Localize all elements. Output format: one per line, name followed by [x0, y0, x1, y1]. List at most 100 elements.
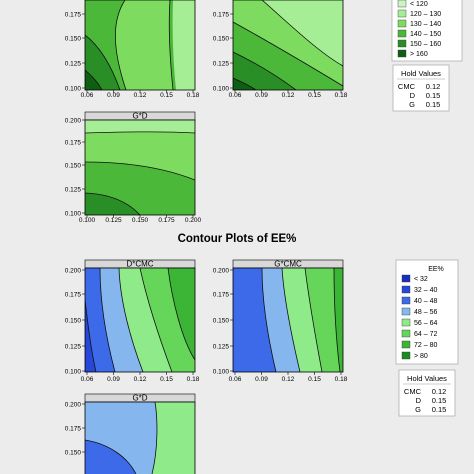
legend-title: EE% — [428, 266, 444, 273]
contour-region-150-160 — [85, 193, 140, 215]
hold-name: G — [415, 405, 421, 414]
y-tick-label: 0.175 — [65, 11, 82, 18]
hold-values-lower: Hold Values CMC 0.12 D 0.15 G 0.15 — [398, 369, 456, 417]
y-tick-label: 0.150 — [213, 35, 230, 42]
x-tick-label: 0.18 — [335, 92, 348, 99]
contour-line — [233, 21, 343, 87]
hold-values-upper: Hold Values CMC 0.12 D 0.15 G 0.15 — [392, 64, 450, 112]
legend-swatch — [401, 296, 411, 305]
plot-frame — [84, 401, 196, 474]
x-tick-label: 0.150 — [132, 217, 149, 224]
y-tick-label: 0.100 — [65, 210, 82, 217]
x-tick-label: 0.06 — [81, 92, 94, 99]
legend-label: 32 – 40 — [414, 287, 437, 294]
contour-line — [233, 51, 297, 90]
y-tick-label: 0.200 — [65, 267, 82, 274]
legend-label: < 32 — [414, 276, 428, 283]
contour-line — [304, 268, 323, 372]
x-tick-label: 0.18 — [187, 92, 200, 99]
contour-region-32-40 — [85, 300, 96, 372]
x-tick-label: 0.100 — [79, 217, 96, 224]
contour-line — [139, 268, 173, 372]
hold-values-box — [398, 369, 456, 417]
contour-region-120-130 — [85, 120, 195, 133]
legend-swatch — [401, 329, 411, 338]
contour-line — [333, 268, 341, 372]
legend-swatch — [397, 39, 407, 48]
y-tick-label: 0.175 — [65, 425, 82, 432]
contour-line — [85, 161, 195, 181]
y-tick-label: 0.150 — [213, 317, 230, 324]
x-tick-label: 0.06 — [81, 376, 94, 383]
contour-region-gt-160 — [85, 70, 102, 90]
hold-name: CMC — [398, 82, 416, 91]
y-tick-label: 0.175 — [65, 291, 82, 298]
hold-name: D — [410, 91, 416, 100]
contour-region-150-160 — [85, 35, 120, 90]
contour-line — [118, 268, 144, 372]
legend-swatch — [401, 274, 411, 283]
y-tick-label: 0.150 — [65, 162, 82, 169]
contour-line — [233, 77, 257, 90]
contour-line — [261, 0, 343, 67]
hold-value: 0.15 — [432, 405, 447, 414]
y-tick-label: 0.100 — [213, 85, 230, 92]
hold-name: D — [416, 396, 422, 405]
legend-label: 48 – 56 — [414, 309, 437, 316]
x-tick-label: 0.09 — [107, 376, 120, 383]
contour-line — [151, 402, 158, 474]
hold-value: 0.15 — [426, 91, 441, 100]
legend-swatch — [401, 351, 411, 360]
panel-title: G*CMC — [274, 260, 302, 269]
legend-swatch — [397, 9, 407, 18]
panel-title: G*D — [132, 394, 147, 403]
panel-title: D*CMC — [126, 260, 153, 269]
hold-value: 0.12 — [432, 387, 447, 396]
legend-swatch — [397, 19, 407, 28]
hold-name: CMC — [404, 387, 422, 396]
y-tick-label: 0.200 — [213, 267, 230, 274]
panel-gd-lower: G*D 0.200 0.175 0.150 — [65, 394, 196, 474]
contour-line — [261, 268, 277, 372]
contour-line — [85, 439, 137, 474]
x-tick-label: 0.15 — [160, 376, 173, 383]
contour-region-40-48 — [233, 268, 276, 372]
x-tick-label: 0.09 — [107, 92, 120, 99]
legend-label: 56 – 64 — [414, 320, 437, 327]
legend-swatch — [397, 0, 407, 8]
legend-swatch — [397, 29, 407, 38]
contour-region-40-48 — [85, 440, 136, 474]
contour-region-120-130 — [172, 0, 195, 90]
legend-label: 64 – 72 — [414, 331, 437, 338]
legend-swatch — [397, 49, 407, 58]
x-tick-label: 0.09 — [255, 376, 268, 383]
x-tick-label: 0.12 — [134, 376, 147, 383]
legend-label: 72 – 80 — [414, 342, 437, 349]
y-tick-label: 0.125 — [65, 186, 82, 193]
hold-value: 0.15 — [432, 396, 447, 405]
y-tick-label: 0.175 — [213, 11, 230, 18]
x-tick-label: 0.06 — [229, 92, 242, 99]
hold-value: 0.12 — [426, 82, 441, 91]
x-tick-label: 0.09 — [255, 92, 268, 99]
legend-label: > 160 — [410, 51, 428, 58]
x-tick-label: 0.125 — [105, 217, 122, 224]
contour-line — [168, 0, 174, 90]
hold-value: 0.15 — [426, 100, 441, 109]
x-tick-label: 0.12 — [282, 376, 295, 383]
chart-title: Contour Plots of EE% — [178, 233, 297, 245]
hold-values-title: Hold Values — [407, 374, 447, 383]
legend-label: 40 – 48 — [414, 298, 437, 305]
legend-swatch — [401, 318, 411, 327]
hold-values-box — [392, 64, 450, 112]
x-tick-label: 0.15 — [308, 92, 321, 99]
contour-line — [114, 0, 127, 90]
y-tick-label: 0.125 — [65, 60, 82, 67]
y-tick-label: 0.150 — [65, 449, 82, 456]
contour-line — [85, 299, 97, 372]
contour-line — [167, 268, 195, 361]
